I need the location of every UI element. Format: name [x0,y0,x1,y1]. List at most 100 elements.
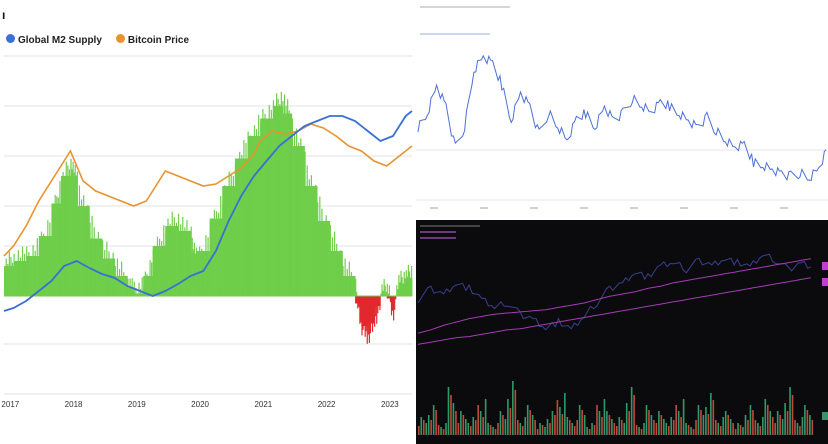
histogram-spike [306,165,308,296]
volume-bar [796,423,799,435]
histogram-spike [59,181,61,296]
volume-bar [499,411,502,435]
volume-bar [462,415,465,435]
histogram-spike [102,240,104,296]
histogram-spike [26,246,28,296]
histogram-spike [296,128,298,296]
histogram-spike [400,270,402,296]
histogram-spike [91,215,93,296]
histogram-spike [226,187,228,296]
volume-bar [806,410,809,435]
histogram-spike [154,252,156,296]
volume-bar [690,427,692,435]
volume-bar [571,423,574,435]
histogram-spike [364,296,366,337]
volume-bar [457,423,460,435]
histogram-spike [408,271,411,296]
volume-bar [769,411,772,435]
histogram-spike [300,138,302,296]
histogram-spike [331,237,334,296]
histogram-spike [146,273,148,296]
histogram-spike [167,218,169,296]
histogram-spike [344,258,346,296]
histogram-spike [239,151,241,296]
histogram-spike [298,142,300,296]
histogram-spike [388,285,391,296]
histogram-spike [387,293,389,296]
histogram-spike [24,253,26,296]
volume-bar [695,420,697,435]
x-tick-blur [780,207,788,209]
histogram-spike [230,173,232,296]
histogram-spike [272,100,275,296]
histogram-spike [47,220,49,296]
histogram-spike [158,238,161,296]
histogram-spike [186,219,188,296]
top-right-line-chart [416,0,828,220]
histogram-spike [211,226,213,296]
histogram-spike [49,222,51,296]
histogram-spike [323,221,325,296]
histogram-spike [222,201,224,296]
histogram-spike [190,226,192,296]
volume-bar [467,423,470,435]
histogram-spike [398,274,400,296]
histogram-spike [243,139,245,296]
volume-bar [655,423,658,435]
histogram-spike [34,250,36,296]
histogram-spike [352,282,355,296]
volume-bar [749,405,752,435]
volume-bar [633,395,635,435]
histogram-spike [89,222,91,296]
volume-bar [484,399,487,435]
volume-bar [479,411,482,435]
volume-bar [442,429,445,435]
volume-bar [623,423,626,435]
histogram-spike [359,296,361,324]
bottom-right-dark-chart [416,220,828,444]
histogram-spike [262,109,264,296]
histogram-spike [215,211,218,296]
volume-bar [450,395,452,435]
histogram-spike [245,142,247,296]
volume-bar [722,417,725,435]
histogram-spike [317,202,319,296]
x-tick-blur [680,207,688,209]
histogram-spike [28,252,30,296]
volume-bar [502,415,504,435]
volume-bar [675,405,677,435]
volume-bar [566,417,569,435]
volume-bar [804,405,806,435]
volume-bar [648,410,650,435]
histogram-spike [304,151,306,296]
moving-average-fast [417,258,811,334]
legend-text-blur [420,33,490,35]
volume-bar [618,417,621,435]
histogram-spike [40,231,43,296]
histogram-spike [108,251,110,296]
volume-bar [697,405,700,435]
histogram-spike [125,282,127,296]
histogram-spike [30,257,32,296]
histogram-spike [199,246,201,296]
volume-bar [546,419,549,435]
histogram-spike [188,230,190,296]
header-text-blur [420,6,510,8]
histogram-spike [251,139,253,296]
volume-bar [469,426,472,435]
volume-bar [583,415,586,435]
volume-bar [440,427,442,435]
histogram-spike [340,250,342,296]
histogram-spike [45,236,47,296]
histogram-spike [336,243,338,296]
x-tick-blur [430,207,438,209]
volume-bar [536,429,539,435]
histogram-spike [376,296,378,324]
histogram-spike [75,175,77,296]
volume-bar [635,425,638,435]
histogram-spike [369,296,372,334]
volume-bar [776,411,779,435]
histogram-spike [342,266,344,296]
histogram-spike [182,216,184,296]
volume-bar [514,390,517,435]
